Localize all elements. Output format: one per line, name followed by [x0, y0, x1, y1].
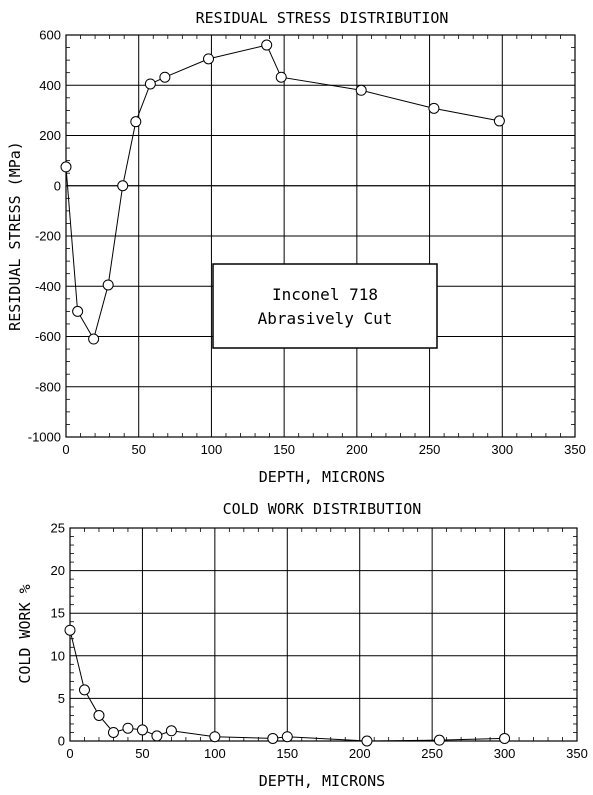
plot-frame: [65, 34, 576, 438]
cold-work-chart: COLD WORK DISTRIBUTION 0 50 100 150 200 250 30…: [16, 500, 588, 790]
x-tick-label: 0: [62, 442, 69, 457]
data-point: [361, 735, 373, 747]
data-point: [144, 78, 156, 90]
data-point: [493, 115, 505, 127]
data-point: [136, 724, 148, 736]
plot-frame: [69, 527, 578, 742]
chart-title: RESIDUAL STRESS DISTRIBUTION: [196, 9, 449, 27]
data-point: [102, 279, 114, 291]
y-tick-label: 200: [39, 128, 61, 143]
data-point: [267, 732, 279, 744]
y-tick-label: -600: [35, 329, 61, 344]
y-tick-label: -200: [35, 229, 61, 244]
data-point: [275, 71, 287, 83]
chart-title: COLD WORK DISTRIBUTION: [223, 500, 422, 518]
y-axis-label: RESIDUAL STRESS (MPa): [6, 141, 24, 331]
residual-stress-chart: RESIDUAL STRESS DISTRIBUTION 0 50 100 150 20…: [6, 9, 586, 486]
x-tick-label: 50: [131, 442, 145, 457]
annotation-line-1: Inconel 718: [272, 285, 378, 304]
annotation-box: [212, 263, 438, 349]
y-tick-label: 600: [39, 28, 61, 43]
x-tick-label: 200: [346, 442, 368, 457]
y-axis-label: COLD WORK %: [16, 584, 34, 683]
data-point: [117, 180, 129, 192]
y-tick-label: -400: [35, 279, 61, 294]
x-axis-label: DEPTH, MICRONS: [259, 468, 385, 486]
x-tick-label: 300: [491, 442, 513, 457]
x-tick-label: 50: [135, 746, 149, 761]
data-point: [355, 84, 367, 96]
data-point: [281, 731, 293, 743]
data-point: [107, 726, 119, 738]
x-tick-label: 200: [349, 746, 371, 761]
data-point: [203, 53, 215, 65]
y-tick-label: 0: [58, 734, 65, 749]
x-tick-label: 0: [66, 746, 73, 761]
x-tick-label: 100: [201, 442, 223, 457]
data-point: [60, 161, 72, 173]
y-tick-label: 25: [51, 521, 65, 536]
y-tick-label: 20: [51, 563, 65, 578]
x-tick-label: 350: [566, 746, 588, 761]
data-point: [428, 102, 440, 114]
data-point: [433, 734, 445, 746]
data-point: [93, 709, 105, 721]
y-tick-label: 10: [51, 648, 65, 663]
x-tick-label: 350: [564, 442, 586, 457]
data-point: [151, 730, 163, 742]
y-tick-label: 0: [54, 178, 61, 193]
data-point: [122, 722, 134, 734]
data-point: [130, 116, 142, 128]
x-tick-label: 150: [273, 442, 295, 457]
y-tick-label: 5: [58, 691, 65, 706]
data-point: [64, 624, 76, 636]
x-tick-label: 150: [276, 746, 298, 761]
y-tick-label: 400: [39, 78, 61, 93]
data-point: [165, 725, 177, 737]
x-axis-label: DEPTH, MICRONS: [259, 772, 385, 790]
annotation-line-2: Abrasively Cut: [258, 309, 393, 328]
x-tick-label: 100: [204, 746, 226, 761]
y-tick-label: -1000: [28, 430, 61, 445]
data-point: [499, 732, 511, 744]
y-tick-label: 15: [51, 606, 65, 621]
x-tick-label: 250: [419, 442, 441, 457]
x-tick-label: 300: [494, 746, 516, 761]
y-tick-label: -800: [35, 379, 61, 394]
data-point: [88, 333, 100, 345]
x-tick-label: 250: [421, 746, 443, 761]
data-point: [261, 39, 273, 51]
data-point: [209, 731, 221, 743]
data-point: [78, 684, 90, 696]
data-point: [72, 305, 84, 317]
series-line: [65, 44, 500, 341]
data-point: [159, 71, 171, 83]
